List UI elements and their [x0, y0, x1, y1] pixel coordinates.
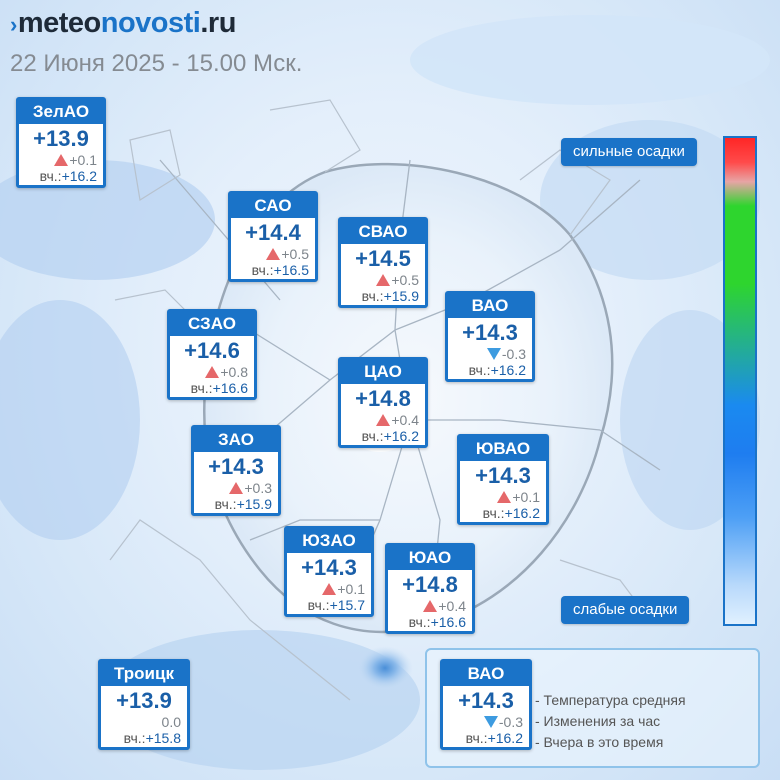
header: ›meteonovosti.ru 22 Июня 2025 - 15.00 Мс…	[10, 6, 302, 78]
legend-item-yesterday: - Вчера в это время	[535, 734, 664, 750]
temperature: +14.8	[402, 572, 458, 597]
temperature: +14.3	[475, 463, 531, 488]
yesterday-temp: вч.:+16.2	[465, 730, 523, 746]
hourly-change: -0.3	[448, 346, 532, 362]
district-card[interactable]: ЮАО +14.8 +0.4 вч.:+16.6	[385, 543, 475, 634]
district-card[interactable]: Троицк +13.9 0.0 вч.:+15.8	[98, 659, 190, 750]
district-name: ЮВАО	[460, 437, 546, 461]
scale-label-light: слабые осадки	[561, 596, 690, 624]
temperature: +14.3	[208, 454, 264, 479]
arrow-down-icon	[483, 716, 498, 728]
district-card[interactable]: ЮВАО +14.3 +0.1 вч.:+16.2	[457, 434, 549, 525]
yesterday-temp: вч.:+16.2	[361, 428, 419, 444]
site-logo[interactable]: ›meteonovosti.ru	[10, 6, 302, 42]
temperature: +14.5	[355, 246, 411, 271]
temperature: +14.3	[458, 688, 514, 713]
temperature: +13.9	[116, 688, 172, 713]
yesterday-temp: вч.:+16.6	[408, 614, 466, 630]
precip-area	[410, 15, 770, 105]
temperature: +14.3	[301, 555, 357, 580]
district-card[interactable]: ЮЗАО +14.3 +0.1 вч.:+15.7	[284, 526, 374, 617]
hourly-change: +0.4	[341, 412, 425, 428]
district-card[interactable]: СВАО +14.5 +0.5 вч.:+15.9	[338, 217, 428, 308]
logo-text-meteo: meteo	[17, 7, 101, 39]
temperature: +14.4	[245, 220, 301, 245]
yesterday-temp: вч.:+16.2	[468, 362, 526, 378]
arrow-up-icon	[54, 154, 69, 166]
district-card[interactable]: СЗАО +14.6 +0.8 вч.:+16.6	[167, 309, 257, 400]
yesterday-temp: вч.:+16.2	[39, 168, 97, 184]
yesterday-temp: вч.:+15.9	[361, 288, 419, 304]
hourly-change: +0.1	[287, 581, 371, 597]
hourly-change: +0.4	[388, 598, 472, 614]
precip-area	[0, 160, 215, 280]
hourly-change: +0.5	[231, 246, 315, 262]
legend-sample-card: ВАО +14.3 -0.3 вч.:+16.2	[440, 659, 532, 750]
yesterday-temp: вч.:+16.6	[190, 380, 248, 396]
district-card[interactable]: САО +14.4 +0.5 вч.:+16.5	[228, 191, 318, 282]
district-name: ЦАО	[341, 360, 425, 384]
logo-mark: ›	[10, 12, 17, 37]
district-card[interactable]: ЗАО +14.3 +0.3 вч.:+15.9	[191, 425, 281, 516]
district-name: ВАО	[448, 294, 532, 318]
logo-text-novosti: novosti	[100, 7, 201, 39]
district-card[interactable]: ЦАО +14.8 +0.4 вч.:+16.2	[338, 357, 428, 448]
district-name: ЮАО	[388, 546, 472, 570]
district-name: СЗАО	[170, 312, 254, 336]
yesterday-temp: вч.:+16.5	[251, 262, 309, 278]
yesterday-temp: вч.:+16.2	[482, 505, 540, 521]
temperature: +13.9	[33, 126, 89, 151]
yesterday-temp: вч.:+15.7	[307, 597, 365, 613]
yesterday-temp: вч.:+15.9	[214, 496, 272, 512]
district-name: СВАО	[341, 220, 425, 244]
district-card[interactable]: ВАО +14.3 -0.3 вч.:+16.2	[445, 291, 535, 382]
hourly-change: +0.5	[341, 272, 425, 288]
district-card[interactable]: ЗелАО +13.9 +0.1 вч.:+16.2	[16, 97, 106, 188]
temperature: +14.8	[355, 386, 411, 411]
district-name: ЗАО	[194, 428, 278, 452]
hourly-change: -0.3	[443, 714, 529, 730]
legend-item-change: - Изменения за час	[535, 713, 661, 729]
hourly-change: +0.1	[19, 152, 103, 168]
arrow-up-icon	[497, 491, 512, 503]
legend-item-temp: - Температура средняя	[535, 692, 686, 708]
temperature: +14.6	[184, 338, 240, 363]
arrow-down-icon	[486, 348, 501, 360]
scale-label-heavy: сильные осадки	[561, 138, 697, 166]
hourly-change: +0.8	[170, 364, 254, 380]
arrow-up-icon	[266, 248, 281, 260]
hourly-change: 0.0	[161, 714, 181, 730]
legend-items: - Температура средняя - Изменения за час…	[535, 690, 686, 753]
district-name: ЮЗАО	[287, 529, 371, 553]
district-name: ЗелАО	[19, 100, 103, 124]
arrow-up-icon	[205, 366, 220, 378]
hourly-change: +0.1	[460, 489, 546, 505]
arrow-up-icon	[229, 482, 244, 494]
district-name: ВАО	[443, 662, 529, 686]
arrow-up-icon	[376, 414, 391, 426]
arrow-up-icon	[376, 274, 391, 286]
yesterday-temp: вч.:+15.8	[123, 730, 181, 746]
hourly-change: +0.3	[194, 480, 278, 496]
temperature: +14.3	[462, 320, 518, 345]
arrow-up-icon	[423, 600, 438, 612]
precipitation-scale	[723, 136, 757, 626]
precip-area	[0, 300, 140, 540]
district-name: САО	[231, 194, 315, 218]
precip-spot	[357, 646, 413, 690]
arrow-up-icon	[322, 583, 337, 595]
district-name: Троицк	[101, 662, 187, 686]
forecast-date: 22 Июня 2025 - 15.00 Мск.	[10, 50, 303, 77]
logo-text-ru: .ru	[200, 7, 236, 39]
